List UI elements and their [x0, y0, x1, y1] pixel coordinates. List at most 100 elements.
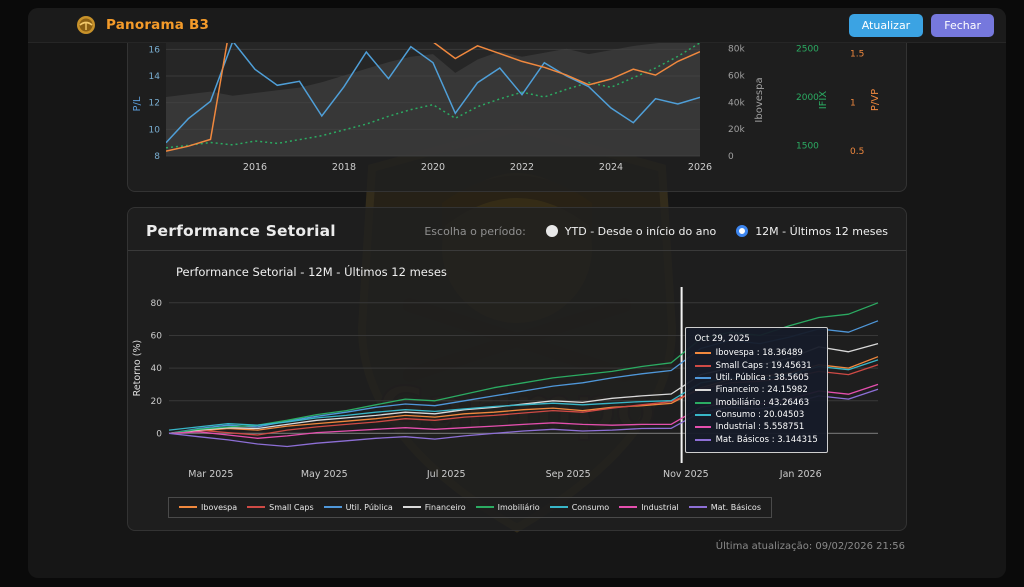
- chart-legend: Ibovespa Small Caps Util. Pública Financeir…: [168, 496, 772, 518]
- legend-swatch-icon: [688, 506, 707, 508]
- legend-swatch-icon: [247, 506, 266, 508]
- legend-label: Mat. Básicos: [710, 502, 761, 512]
- legend-label: Imobiliário: [497, 502, 540, 512]
- svg-text:0.5: 0.5: [850, 147, 864, 157]
- tooltip-row: Mat. Básicos : 3.144315: [694, 434, 818, 446]
- svg-text:0: 0: [156, 429, 162, 439]
- svg-text:1: 1: [850, 98, 856, 108]
- svg-text:IFIX: IFIX: [818, 91, 829, 110]
- svg-text:14: 14: [149, 72, 161, 82]
- tooltip-series-swatch: [694, 389, 711, 392]
- svg-text:10: 10: [149, 125, 161, 135]
- valuation-chart-card: 2016 2018 2020 2022 2024 2026 8 10 12 14 16 P/L 0 20k…: [127, 43, 907, 192]
- sector-chart-wrap: 0 20 40 60 80 Retorno (%) Mar 2025 May 2025 Jul …: [128, 281, 906, 493]
- tooltip-series-swatch: [694, 352, 711, 355]
- legend-label: Financeiro: [424, 502, 466, 512]
- legend-item[interactable]: Imobiliário: [475, 502, 540, 512]
- svg-text:80: 80: [151, 299, 163, 309]
- legend-label: Industrial: [641, 502, 679, 512]
- svg-text:20: 20: [151, 397, 163, 407]
- svg-text:Nov 2025: Nov 2025: [663, 469, 709, 480]
- panorama-panel: Garimpo Panorama B3 Atualizar Fechar 201…: [28, 8, 1006, 578]
- svg-text:1500: 1500: [796, 141, 819, 151]
- tooltip-series-swatch: [694, 414, 711, 417]
- svg-text:Jul 2025: Jul 2025: [426, 469, 466, 480]
- legend-label: Ibovespa: [201, 502, 238, 512]
- legend-swatch-icon: [402, 506, 421, 508]
- valuation-chart[interactable]: 2016 2018 2020 2022 2024 2026 8 10 12 14 16 P/L 0 20k…: [128, 43, 907, 192]
- legend-item[interactable]: Industrial: [619, 503, 679, 512]
- svg-text:16: 16: [149, 45, 161, 55]
- tooltip-row: Util. Pública : 38.5605: [694, 372, 818, 384]
- period-option-ytd[interactable]: YTD - Desde o início do ano: [545, 224, 717, 238]
- tooltip-series-value: Industrial : 5.558751: [715, 422, 805, 433]
- sector-performance-card: Performance Setorial Escolha o período: …: [127, 207, 907, 531]
- content-column: 2016 2018 2020 2022 2024 2026 8 10 12 14 16 P/L 0 20k…: [127, 43, 907, 552]
- legend-item[interactable]: Util. Pública: [323, 503, 393, 512]
- legend-label: Small Caps: [269, 502, 314, 512]
- svg-text:1.5: 1.5: [850, 50, 864, 60]
- svg-text:60k: 60k: [728, 72, 745, 82]
- svg-text:Mar 2025: Mar 2025: [188, 469, 233, 480]
- tooltip-series-value: Small Caps : 19.45631: [715, 360, 812, 371]
- app-logo-icon: [76, 15, 96, 35]
- tooltip-series-value: Mat. Básicos : 3.144315: [715, 434, 818, 445]
- refresh-button[interactable]: Atualizar: [848, 13, 924, 37]
- svg-text:2016: 2016: [243, 162, 267, 173]
- tooltip-row: Financeiro : 24.15982: [694, 384, 818, 396]
- chart-title: Performance Setorial - 12M - Últimos 12 …: [176, 265, 447, 279]
- section-header: Performance Setorial Escolha o período: …: [128, 220, 906, 251]
- radio-ytd-label: YTD - Desde o início do ano: [564, 224, 717, 238]
- top-bar: Panorama B3 Atualizar Fechar: [28, 8, 1006, 43]
- last-update: Última atualização: 09/02/2026 21:56: [715, 540, 905, 552]
- radio-ytd-icon[interactable]: [545, 225, 558, 237]
- tooltip-row: Small Caps : 19.45631: [694, 360, 818, 372]
- svg-text:2022: 2022: [510, 162, 534, 173]
- legend-item[interactable]: Financeiro: [402, 502, 466, 512]
- tooltip-series-value: Ibovespa : 18.36489: [715, 348, 803, 359]
- topbar-buttons: Atualizar Fechar: [848, 13, 994, 37]
- svg-text:2020: 2020: [421, 162, 445, 173]
- radio-12m-icon[interactable]: [736, 225, 749, 237]
- tooltip-series-swatch: [694, 426, 711, 429]
- svg-text:2018: 2018: [332, 162, 356, 173]
- tooltip-series-swatch: [694, 438, 711, 441]
- legend-swatch-icon: [475, 506, 494, 508]
- tooltip-row: Imobiliário : 43.26463: [694, 397, 818, 409]
- app-title: Panorama B3: [106, 17, 210, 33]
- tooltip-series-value: Consumo : 20.04503: [715, 409, 805, 420]
- legend-label: Consumo: [571, 502, 610, 512]
- svg-text:60: 60: [151, 331, 163, 341]
- period-label: Escolha o período:: [424, 224, 526, 238]
- tooltip-row: Ibovespa : 18.36489: [694, 347, 818, 359]
- tooltip-series-swatch: [694, 377, 711, 380]
- svg-text:2500: 2500: [796, 45, 819, 55]
- svg-text:0: 0: [728, 152, 734, 162]
- svg-text:80k: 80k: [728, 45, 745, 55]
- svg-text:40k: 40k: [728, 98, 745, 108]
- svg-text:8: 8: [154, 152, 160, 162]
- tooltip-date: Oct 29, 2025: [694, 334, 750, 344]
- legend-item[interactable]: Mat. Básicos: [688, 502, 761, 512]
- tooltip-row: Industrial : 5.558751: [694, 421, 818, 433]
- period-selector: Escolha o período: YTD - Desde o início …: [424, 225, 888, 238]
- svg-text:20k: 20k: [728, 125, 745, 135]
- svg-text:2026: 2026: [688, 162, 712, 173]
- svg-text:2024: 2024: [599, 162, 623, 173]
- tooltip-row: Consumo : 20.04503: [694, 409, 818, 421]
- chart-tooltip: Oct 29, 2025 Ibovespa : 18.36489 Small Cap…: [684, 327, 828, 453]
- radio-12m-label: 12M - Últimos 12 meses: [755, 224, 888, 238]
- period-option-12m[interactable]: 12M - Últimos 12 meses: [736, 225, 888, 238]
- svg-text:Retorno (%): Retorno (%): [132, 340, 143, 397]
- svg-text:40: 40: [151, 364, 163, 374]
- svg-text:12: 12: [149, 99, 160, 109]
- close-button[interactable]: Fechar: [931, 13, 994, 37]
- tooltip-series-swatch: [694, 364, 711, 367]
- legend-item[interactable]: Ibovespa: [179, 503, 237, 512]
- svg-text:Ibovespa: Ibovespa: [754, 77, 765, 122]
- legend-item[interactable]: Small Caps: [247, 503, 314, 512]
- legend-item[interactable]: Consumo: [549, 502, 610, 512]
- tooltip-series-swatch: [694, 401, 711, 404]
- svg-text:Sep 2025: Sep 2025: [546, 469, 591, 480]
- tooltip-series-value: Util. Pública : 38.5605: [715, 372, 810, 383]
